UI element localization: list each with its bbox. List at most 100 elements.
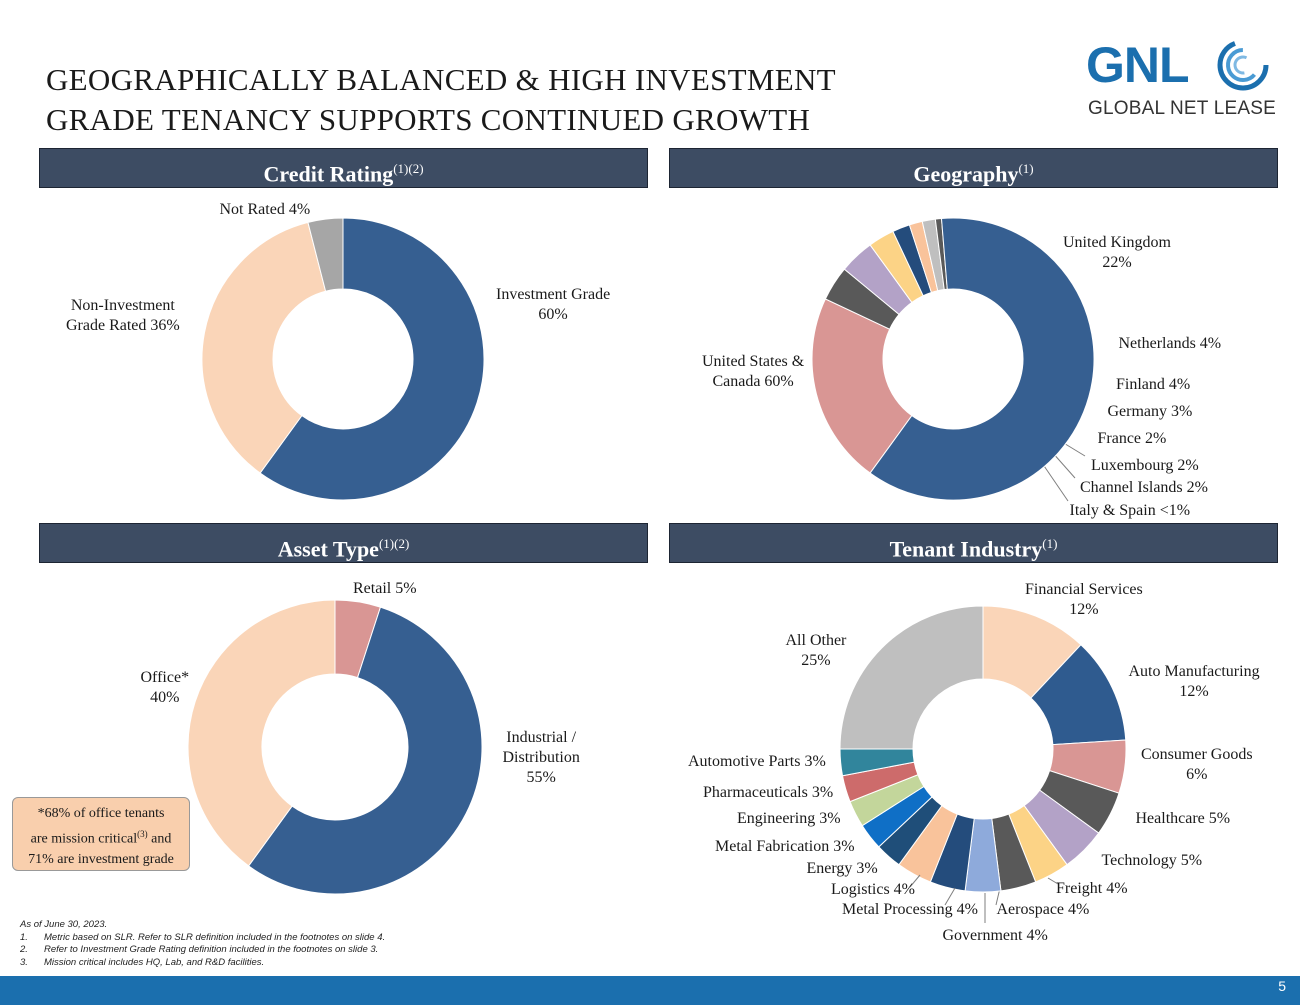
asset-label-line: 40% — [150, 689, 180, 706]
tenant-label-line: Auto Manufacturing — [1128, 663, 1260, 680]
tenant-label-technology: Technology 5% — [1102, 851, 1203, 871]
tenant-label-line: Aerospace 4% — [996, 901, 1090, 918]
note-line-2: are mission critical(3) and — [30, 829, 172, 847]
logo-sub-text: GLOBAL NET LEASE — [1088, 98, 1277, 119]
asset-label-office: Office* 40% — [141, 668, 190, 708]
geography-header: Geography(1) — [669, 148, 1278, 188]
tenant-label-line: Technology 5% — [1101, 852, 1203, 869]
tenant-leader-freight — [1047, 877, 1059, 885]
tenant-label-financial-services: Financial Services 12% — [1025, 580, 1143, 620]
geography-label-united-kingdom: United Kingdom 22% — [1063, 233, 1171, 273]
geography-label-line: Germany 3% — [1107, 403, 1193, 420]
tenant-label-line: Government 4% — [942, 927, 1048, 944]
tenant-label-logistics: Logistics 4% — [831, 880, 915, 900]
footnote-2: 2. Refer to Investment Grade Rating defin… — [20, 944, 379, 955]
tenant-label-line: 12% — [1069, 601, 1099, 618]
geography-donut — [811, 217, 1095, 502]
tenant-label-aerospace: Aerospace 4% — [997, 900, 1090, 920]
tenant-label-line: Pharmaceuticals 3% — [703, 784, 834, 801]
credit-label-line: Not Rated 4% — [219, 201, 311, 218]
geography-sup: (1) — [1018, 161, 1034, 176]
geography-label-line: United Kingdom — [1063, 234, 1171, 251]
asset-label-line: Distribution — [502, 749, 580, 766]
geography-label-line: Luxembourg 2% — [1091, 457, 1199, 474]
asset-slice-industrial-distribution — [247, 606, 483, 895]
asset-label-line: Industrial / — [506, 729, 577, 746]
geography-label-luxembourg: Luxembourg 2% — [1091, 456, 1199, 476]
tenant-label-line: 12% — [1179, 683, 1209, 700]
tenant-label-healthcare: Healthcare 5% — [1136, 809, 1231, 829]
office-note-box: *68% of office tenants are mission criti… — [12, 797, 190, 871]
credit-donut — [201, 217, 485, 501]
note-line-1: *68% of office tenants — [37, 806, 165, 821]
credit-slice-non-investment-grade-rated — [201, 221, 327, 474]
tenant-label-automotive-parts: Automotive Parts 3% — [688, 752, 826, 772]
geography-label-line: Canada 60% — [712, 373, 794, 390]
tenant-label-freight: Freight 4% — [1056, 879, 1128, 899]
tenant-label-line: Freight 4% — [1056, 880, 1128, 897]
tenant-label-line: Metal Processing 4% — [842, 901, 978, 918]
tenant-label-line: Metal Fabrication 3% — [715, 838, 855, 855]
tenant-label-line: Energy 3% — [806, 860, 878, 877]
gnl-logo: GNL GLOBAL NET LEASE — [1086, 36, 1276, 120]
geography-label-line: Channel Islands 2% — [1080, 479, 1208, 496]
geography-label-finland: Finland 4% — [1116, 375, 1190, 395]
tenant-label-line: Automotive Parts 3% — [688, 753, 826, 770]
footnotes: As of June 30, 2023. 1. Metric based on S… — [20, 919, 385, 969]
tenant-industry-header: Tenant Industry(1) — [669, 523, 1278, 563]
title-line-2: GRADE TENANCY SUPPORTS CONTINUED GROWTH — [46, 102, 811, 137]
page-number: 5 — [1278, 978, 1286, 994]
tenant-label-energy: Energy 3% — [807, 859, 878, 879]
geography-label-line: United States & — [702, 353, 805, 370]
tenant-label-government: Government 4% — [943, 926, 1048, 946]
asset-label-line: Office* — [140, 669, 190, 686]
credit-label-non-investment-grade-rated: Non-Investment Grade Rated 36% — [66, 296, 180, 336]
logo-main-text: GNL — [1086, 37, 1190, 93]
logo-swirl-icon — [1217, 39, 1269, 91]
title-line-1: GEOGRAPHICALLY BALANCED & HIGH INVESTMEN… — [46, 62, 836, 97]
footnote-asof: As of June 30, 2023. — [20, 919, 108, 930]
tenant-label-consumer-goods: Consumer Goods 6% — [1141, 745, 1253, 785]
geography-label-italy-spain: Italy & Spain <1% — [1070, 501, 1191, 521]
asset-label-retail: Retail 5% — [353, 579, 417, 599]
tenant-slice-all-other — [839, 605, 984, 750]
tenant-leader-logistics — [909, 874, 921, 888]
geography-label-united-states-canada: United States & Canada 60% — [702, 352, 804, 392]
geography-label-line: Finland 4% — [1116, 376, 1191, 393]
footnote-3: 3. Mission critical includes HQ, Lab, and… — [20, 956, 265, 968]
footnote-1: 1. Metric based on SLR. Refer to SLR defi… — [20, 931, 386, 943]
tenant-donut — [839, 605, 1127, 923]
tenant-industry-sup: (1) — [1042, 536, 1058, 551]
asset-type-sup: (1)(2) — [378, 536, 410, 551]
geography-leader-channel-islands — [1051, 451, 1076, 479]
tenant-label-line: Logistics 4% — [831, 881, 915, 898]
credit-label-line: Grade Rated 36% — [66, 317, 180, 334]
asset-slice-office — [187, 599, 336, 867]
tenant-label-line: Healthcare 5% — [1135, 810, 1231, 827]
credit-label-line: Investment Grade — [496, 286, 611, 303]
tenant-label-all-other: All Other 25% — [786, 631, 847, 671]
asset-type-title: Asset Type — [277, 536, 379, 562]
geography-slice-united-states-canada — [869, 217, 1095, 501]
credit-label-line: 60% — [538, 306, 568, 323]
tenant-label-line: Financial Services — [1025, 581, 1143, 598]
credit-slice-investment-grade — [259, 217, 485, 501]
tenant-label-auto-manufacturing: Auto Manufacturing 12% — [1129, 662, 1260, 702]
geography-label-germany: Germany 3% — [1108, 402, 1193, 422]
tenant-leader-metal-processing — [944, 887, 956, 906]
note-line-3: 71% are investment grade — [28, 851, 174, 867]
credit-label-line: Non-Investment — [70, 297, 175, 314]
asset-label-industrial-distribution: Industrial / Distribution 55% — [503, 728, 580, 788]
tenant-label-line: Engineering 3% — [737, 810, 841, 827]
asset-type-header: Asset Type(1)(2) — [39, 523, 648, 563]
geography-label-netherlands: Netherlands 4% — [1119, 334, 1222, 354]
bottom-bar: 5 — [0, 976, 1300, 1005]
geography-label-channel-islands: Channel Islands 2% — [1080, 478, 1208, 498]
credit-rating-sup: (1)(2) — [393, 161, 424, 176]
tenant-label-line: 25% — [801, 652, 831, 669]
page-title: GEOGRAPHICALLY BALANCED & HIGH INVESTMEN… — [46, 60, 836, 140]
asset-label-line: 55% — [526, 769, 556, 786]
tenant-industry-title: Tenant Industry — [889, 536, 1043, 562]
credit-rating-title: Credit Rating — [263, 161, 394, 187]
